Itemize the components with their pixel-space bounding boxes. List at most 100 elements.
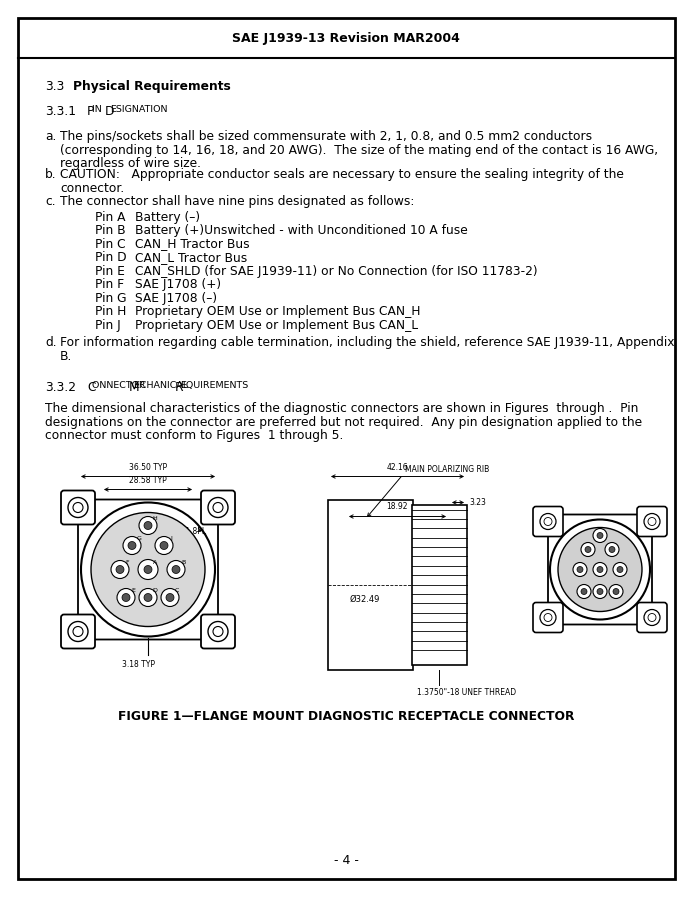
Text: Pin E: Pin E xyxy=(95,265,125,277)
Text: B.: B. xyxy=(60,350,72,362)
Circle shape xyxy=(577,585,591,598)
Circle shape xyxy=(644,513,660,529)
Circle shape xyxy=(172,565,180,573)
Circle shape xyxy=(597,567,603,572)
Text: Battery (+)Unswitched - with Unconditioned 10 A fuse: Battery (+)Unswitched - with Uncondition… xyxy=(135,224,468,237)
Text: 3.3.1: 3.3.1 xyxy=(45,105,76,118)
Text: Physical Requirements: Physical Requirements xyxy=(73,80,231,93)
Circle shape xyxy=(613,588,619,595)
Circle shape xyxy=(116,565,124,573)
Text: connector must conform to Figures  1 through 5.: connector must conform to Figures 1 thro… xyxy=(45,429,343,442)
FancyBboxPatch shape xyxy=(201,491,235,525)
Text: EQUIREMENTS: EQUIREMENTS xyxy=(180,380,249,389)
Circle shape xyxy=(573,562,587,577)
Circle shape xyxy=(123,536,141,554)
Text: 42.16: 42.16 xyxy=(387,463,408,472)
Circle shape xyxy=(597,533,603,538)
Circle shape xyxy=(208,622,228,641)
Circle shape xyxy=(609,585,623,598)
Text: (corresponding to 14, 16, 18, and 20 AWG).  The size of the mating end of the co: (corresponding to 14, 16, 18, and 20 AWG… xyxy=(60,144,658,156)
Text: Pin H: Pin H xyxy=(95,305,126,318)
Text: 18.92: 18.92 xyxy=(386,501,407,510)
Circle shape xyxy=(139,561,157,579)
Text: M: M xyxy=(129,380,139,394)
Circle shape xyxy=(593,585,607,598)
Text: Pin G: Pin G xyxy=(95,292,127,304)
Text: CAUTION:   Appropriate conductor seals are necessary to ensure the sealing integ: CAUTION: Appropriate conductor seals are… xyxy=(60,168,624,181)
Text: Pin C: Pin C xyxy=(95,238,125,250)
Text: C: C xyxy=(175,588,179,593)
Circle shape xyxy=(160,542,168,550)
Text: Battery (–): Battery (–) xyxy=(135,211,200,223)
Circle shape xyxy=(597,588,603,595)
Text: c.: c. xyxy=(45,195,55,208)
Circle shape xyxy=(144,565,152,573)
Text: R.51 8PL: R.51 8PL xyxy=(173,527,206,536)
Circle shape xyxy=(593,562,607,577)
Text: connector.: connector. xyxy=(60,181,124,195)
Text: IN: IN xyxy=(92,105,105,114)
Circle shape xyxy=(144,594,152,602)
Text: SAE J1939-13 Revision MAR2004: SAE J1939-13 Revision MAR2004 xyxy=(232,31,460,45)
Text: For information regarding cable termination, including the shield, reference SAE: For information regarding cable terminat… xyxy=(60,336,674,349)
Circle shape xyxy=(644,609,660,625)
Circle shape xyxy=(167,561,185,579)
Circle shape xyxy=(111,561,129,579)
Text: CAN_L Tractor Bus: CAN_L Tractor Bus xyxy=(135,251,247,264)
Text: Pin A: Pin A xyxy=(95,211,125,223)
Circle shape xyxy=(161,588,179,606)
Text: CAN_H Tractor Bus: CAN_H Tractor Bus xyxy=(135,238,249,250)
Text: a.: a. xyxy=(45,130,56,143)
Circle shape xyxy=(166,594,174,602)
Text: Pin F: Pin F xyxy=(95,278,124,291)
FancyBboxPatch shape xyxy=(548,515,652,624)
Text: CAN_SHLD (for SAE J1939-11) or No Connection (for ISO 11783-2): CAN_SHLD (for SAE J1939-11) or No Connec… xyxy=(135,265,538,277)
Text: 1.3750"-18 UNEF THREAD: 1.3750"-18 UNEF THREAD xyxy=(417,687,516,696)
Circle shape xyxy=(648,518,656,526)
Circle shape xyxy=(581,543,595,556)
Circle shape xyxy=(128,542,136,550)
Text: E: E xyxy=(131,588,135,593)
Text: C: C xyxy=(87,380,96,394)
Circle shape xyxy=(540,609,556,625)
Circle shape xyxy=(81,502,215,637)
Text: SAE J1708 (+): SAE J1708 (+) xyxy=(135,278,221,291)
Circle shape xyxy=(68,498,88,518)
Text: J: J xyxy=(170,536,172,541)
Text: ONNECTOR: ONNECTOR xyxy=(92,380,149,389)
Text: B: B xyxy=(181,560,185,565)
FancyBboxPatch shape xyxy=(533,603,563,632)
Circle shape xyxy=(605,543,619,556)
FancyBboxPatch shape xyxy=(61,614,95,649)
Text: A: A xyxy=(153,560,157,565)
Text: b.: b. xyxy=(45,168,57,181)
Text: 3.3: 3.3 xyxy=(45,80,64,93)
FancyBboxPatch shape xyxy=(201,614,235,649)
Text: F: F xyxy=(125,560,129,565)
Circle shape xyxy=(558,527,642,612)
Bar xyxy=(412,504,467,665)
Circle shape xyxy=(73,502,83,512)
Circle shape xyxy=(609,546,615,553)
Circle shape xyxy=(593,528,607,543)
Text: FIGURE 1—FLANGE MOUNT DIAGNOSTIC RECEPTACLE CONNECTOR: FIGURE 1—FLANGE MOUNT DIAGNOSTIC RECEPTA… xyxy=(118,710,574,722)
Text: D: D xyxy=(152,588,157,593)
FancyBboxPatch shape xyxy=(78,500,218,640)
Text: 36.50 TYP: 36.50 TYP xyxy=(129,463,167,472)
Text: R: R xyxy=(175,380,184,394)
Text: D: D xyxy=(105,105,114,118)
Circle shape xyxy=(117,588,135,606)
Circle shape xyxy=(577,567,583,572)
Circle shape xyxy=(73,626,83,637)
Text: - 4 -: - 4 - xyxy=(333,854,358,867)
Circle shape xyxy=(91,512,205,626)
Text: regardless of wire size.: regardless of wire size. xyxy=(60,157,201,170)
Circle shape xyxy=(648,614,656,622)
Text: Pin D: Pin D xyxy=(95,251,127,264)
Circle shape xyxy=(138,560,158,579)
FancyBboxPatch shape xyxy=(533,507,563,536)
Circle shape xyxy=(213,502,223,512)
Text: ECHANICAL: ECHANICAL xyxy=(134,380,191,389)
Text: The dimensional characteristics of the diagnostic connectors are shown in Figure: The dimensional characteristics of the d… xyxy=(45,402,638,415)
Circle shape xyxy=(581,588,587,595)
